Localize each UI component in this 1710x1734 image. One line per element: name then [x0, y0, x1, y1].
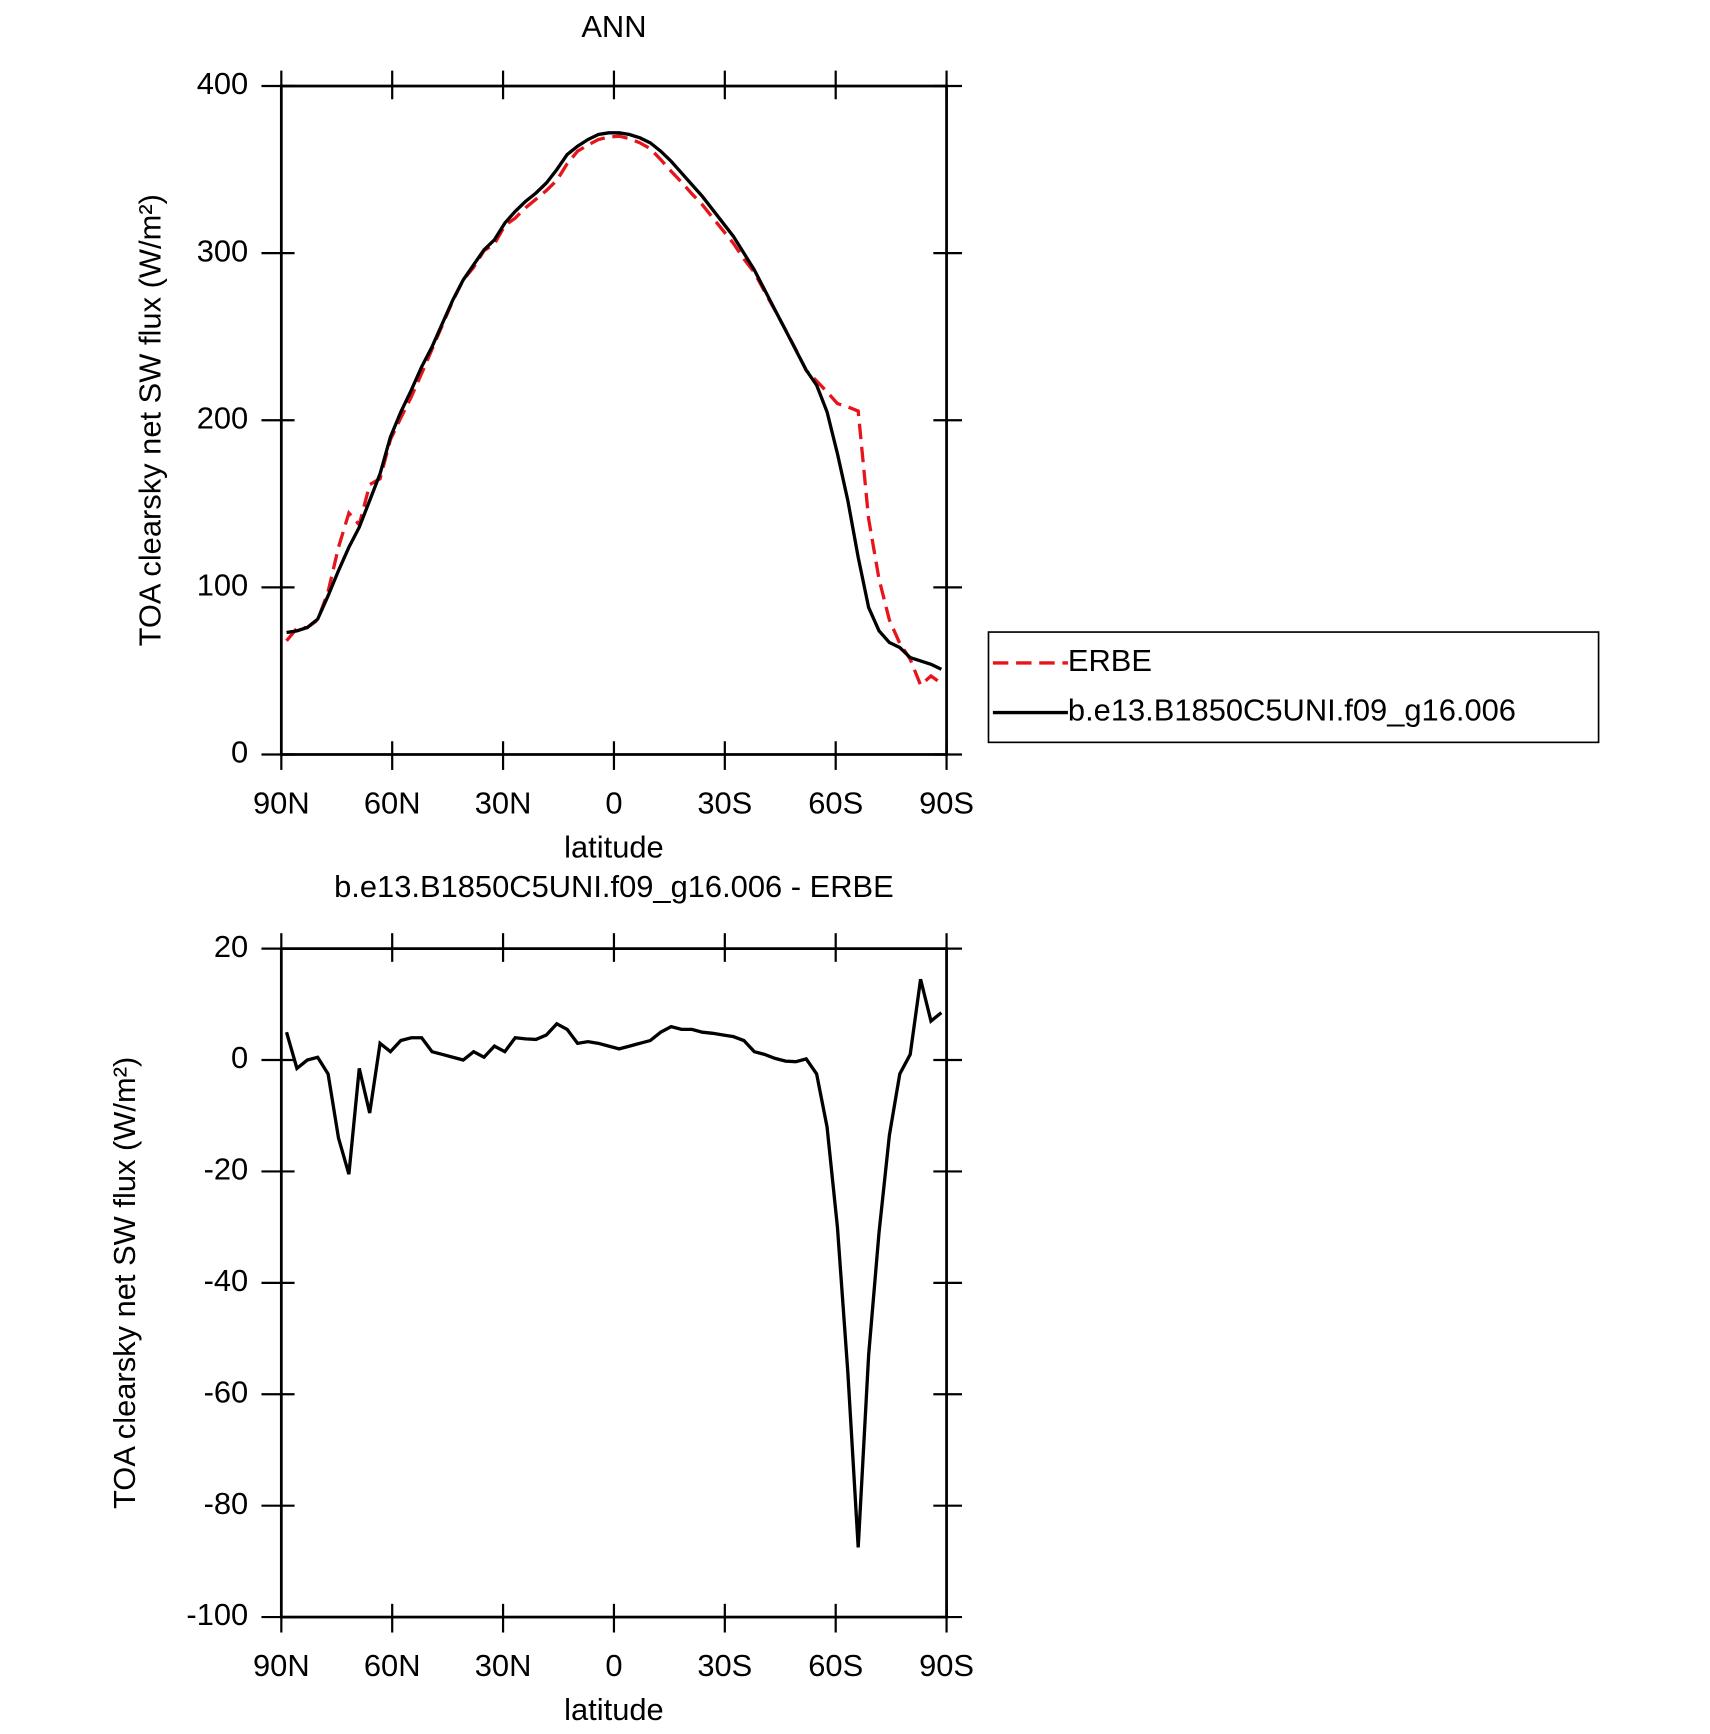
y-tick-label: 100	[197, 568, 249, 603]
data-line	[284, 978, 943, 1548]
y-tick-label: -100	[186, 1597, 248, 1632]
y-axis-label: TOA clearsky net SW flux (W/m²)	[132, 194, 167, 646]
x-axis-label: latitude	[564, 830, 664, 865]
x-tick-label: 0	[605, 785, 622, 820]
y-axis-label: TOA clearsky net SW flux (W/m²)	[107, 1057, 142, 1509]
y-tick-label: 0	[231, 1040, 248, 1075]
x-tick-label: 90S	[919, 1648, 974, 1683]
legend-label: b.e13.B1850C5UNI.f09_g16.006	[1068, 693, 1516, 728]
x-tick-label: 30N	[475, 1648, 532, 1683]
x-axis-label: latitude	[564, 1692, 664, 1727]
data-line	[285, 134, 943, 688]
legend-label: ERBE	[1068, 643, 1152, 678]
x-tick-label: 60S	[808, 1648, 863, 1683]
x-tick-label: 90N	[253, 1648, 310, 1683]
x-tick-label: 30N	[475, 785, 532, 820]
y-tick-label: 200	[197, 400, 249, 435]
chart-title: ANN	[581, 9, 646, 44]
y-tick-label: 0	[231, 735, 248, 770]
y-tick-label: 20	[214, 929, 248, 964]
y-tick-label: -60	[204, 1374, 249, 1409]
y-tick-label: -20	[204, 1152, 249, 1187]
x-tick-label: 90S	[919, 785, 974, 820]
x-tick-label: 0	[605, 1648, 622, 1683]
x-tick-label: 90N	[253, 785, 310, 820]
x-tick-label: 30S	[697, 1648, 752, 1683]
x-tick-label: 30S	[697, 785, 752, 820]
y-tick-label: -80	[204, 1486, 249, 1521]
chart-title: b.e13.B1850C5UNI.f09_g16.006 - ERBE	[334, 869, 894, 904]
legend-box	[987, 631, 1600, 744]
plot-frame	[279, 84, 948, 756]
y-tick-label: 400	[197, 66, 249, 101]
y-tick-label: -40	[204, 1263, 249, 1298]
x-tick-label: 60N	[364, 785, 421, 820]
y-tick-label: 300	[197, 233, 249, 268]
data-line	[286, 131, 943, 671]
x-tick-label: 60N	[364, 1648, 421, 1683]
x-tick-label: 60S	[808, 785, 863, 820]
